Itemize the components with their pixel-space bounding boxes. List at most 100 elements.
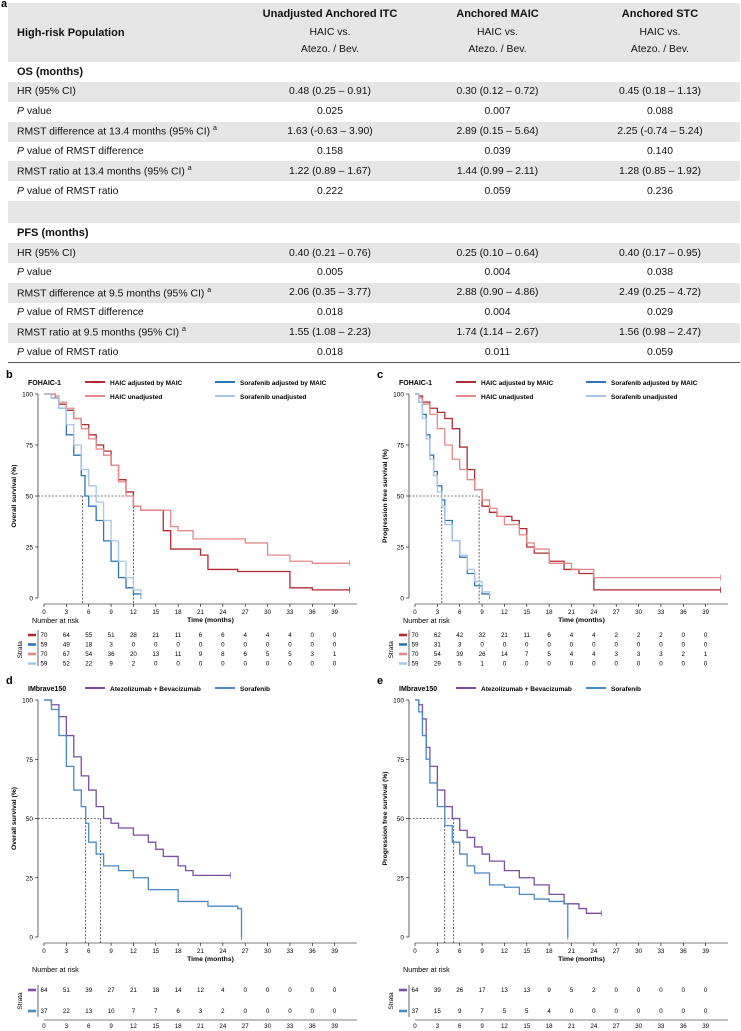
x-tick-label: 24 — [590, 609, 597, 616]
risk-count: 5 — [458, 661, 462, 667]
risk-count: 13 — [152, 651, 159, 658]
risk-count: 3 — [659, 651, 663, 658]
y-tick-label: 100 — [393, 698, 404, 705]
strata-label: Strata — [17, 641, 24, 659]
x-tick-label: 33 — [657, 609, 664, 616]
risk-count: 0 — [333, 987, 337, 994]
table-row: RMST difference at 9.5 months (95% CI) a… — [8, 282, 740, 303]
x-axis-label: Time (months) — [187, 617, 234, 624]
y-tick-label: 75 — [26, 757, 34, 764]
y-axis-label: Overall survival (%) — [11, 464, 18, 527]
risk-count: 21 — [130, 987, 137, 994]
x-axis-label: Time (months) — [187, 956, 234, 963]
risk-count: 0 — [592, 642, 596, 649]
risk-count: 0 — [288, 642, 292, 649]
risk-count: 0 — [547, 661, 551, 667]
risk-count: 4 — [221, 987, 225, 994]
risk-count: 5 — [288, 651, 292, 658]
table-row: P value of RMST difference 0.158 0.039 0.14… — [17, 146, 673, 157]
y-tick-label: 50 — [26, 494, 34, 501]
os-section-row: OS (months) — [8, 62, 740, 82]
risk-count: 7 — [480, 1008, 484, 1015]
risk-count: 9 — [547, 987, 551, 994]
x-tick-label: 27 — [242, 609, 249, 616]
x-tick-label: 12 — [501, 609, 508, 616]
x-tick-label: 0 — [42, 948, 46, 955]
risk-count: 2 — [221, 1008, 225, 1015]
risk-count: 51 — [108, 632, 115, 639]
risk-count: 26 — [456, 987, 463, 994]
x-tick-label: 21 — [197, 948, 204, 955]
x-tick-label: 24 — [590, 948, 597, 955]
x-tick-label: 36 — [309, 609, 316, 616]
risk-count: 0 — [288, 987, 292, 994]
risk-count: 0 — [659, 1008, 663, 1015]
risk-x-tick-label: 9 — [480, 1023, 484, 1030]
risk-x-tick-label: 39 — [702, 1023, 709, 1030]
risk-count: 0 — [243, 642, 247, 649]
risk-x-tick-label: 39 — [331, 1023, 338, 1030]
legend-label: Sorafenib unadjusted — [611, 394, 677, 401]
risk-count: 55 — [85, 632, 92, 639]
survival-curve — [44, 699, 243, 937]
risk-count: 0 — [682, 661, 686, 667]
x-tick-label: 24 — [219, 948, 226, 955]
risk-count: 0 — [659, 987, 663, 994]
os-section-title: OS (months) — [17, 65, 83, 78]
risk-count: 59 — [41, 661, 48, 667]
y-axis-label: Overall survival (%) — [11, 787, 18, 850]
km-plot-b: b FOHAIC-1 HAIC adjusted by MAIC Sorafenib … — [6, 369, 357, 667]
survival-curve — [44, 699, 231, 877]
risk-count: 14 — [175, 987, 182, 994]
risk-count: 6 — [221, 632, 225, 639]
x-tick-label: 33 — [286, 948, 293, 955]
pfs-section-title: PFS (months) — [17, 227, 89, 240]
risk-count: 5 — [503, 1008, 507, 1015]
risk-count: 7 — [154, 1008, 158, 1015]
risk-count: 4 — [266, 632, 270, 639]
strata-label: Strata — [388, 641, 395, 659]
risk-count: 0 — [704, 987, 708, 994]
risk-count: 5 — [266, 651, 270, 658]
risk-count: 18 — [152, 987, 159, 994]
study-label: FOHAIC-1 — [28, 380, 61, 387]
panel-label-c: c — [377, 369, 383, 381]
risk-count: 0 — [637, 987, 641, 994]
risk-table-title: Number at risk — [32, 965, 79, 974]
risk-table-title: Number at risk — [403, 616, 450, 625]
risk-x-tick-label: 21 — [568, 1023, 575, 1030]
risk-count: 49 — [63, 642, 70, 649]
risk-count: 0 — [682, 632, 686, 639]
risk-count: 21 — [501, 632, 508, 639]
risk-count: 64 — [63, 632, 70, 639]
risk-count: 0 — [243, 1008, 247, 1015]
risk-x-tick-label: 30 — [264, 1023, 271, 1030]
risk-count: 0 — [682, 987, 686, 994]
table-row: P value 0.025 0.007 0.088 — [17, 106, 673, 118]
x-tick-label: 18 — [546, 948, 553, 955]
risk-count: 0 — [503, 661, 507, 667]
table-row: P value of RMST ratio 0.222 0.059 0.236 — [17, 185, 673, 197]
risk-x-tick-label: 6 — [87, 1023, 91, 1030]
risk-x-tick-label: 0 — [42, 1023, 46, 1030]
risk-count: 0 — [525, 661, 529, 667]
x-tick-label: 30 — [264, 609, 271, 616]
risk-count: 11 — [175, 651, 182, 658]
risk-count: 5 — [570, 987, 574, 994]
x-tick-label: 27 — [613, 609, 620, 616]
x-tick-label: 15 — [152, 609, 159, 616]
x-tick-label: 27 — [242, 948, 249, 955]
risk-count: 0 — [547, 642, 551, 649]
x-tick-label: 18 — [175, 948, 182, 955]
risk-count: 7 — [525, 651, 529, 658]
y-tick-label: 0 — [29, 596, 33, 603]
risk-count: 36 — [108, 651, 115, 658]
legend-label: HAIC unadjusted — [481, 394, 533, 401]
risk-x-tick-label: 18 — [546, 1023, 553, 1030]
strata-label: Strata — [388, 992, 395, 1010]
x-tick-label: 30 — [635, 948, 642, 955]
risk-count: 6 — [176, 1008, 180, 1015]
x-tick-label: 39 — [331, 948, 338, 955]
risk-count: 3 — [311, 651, 315, 658]
x-tick-label: 0 — [413, 609, 417, 616]
